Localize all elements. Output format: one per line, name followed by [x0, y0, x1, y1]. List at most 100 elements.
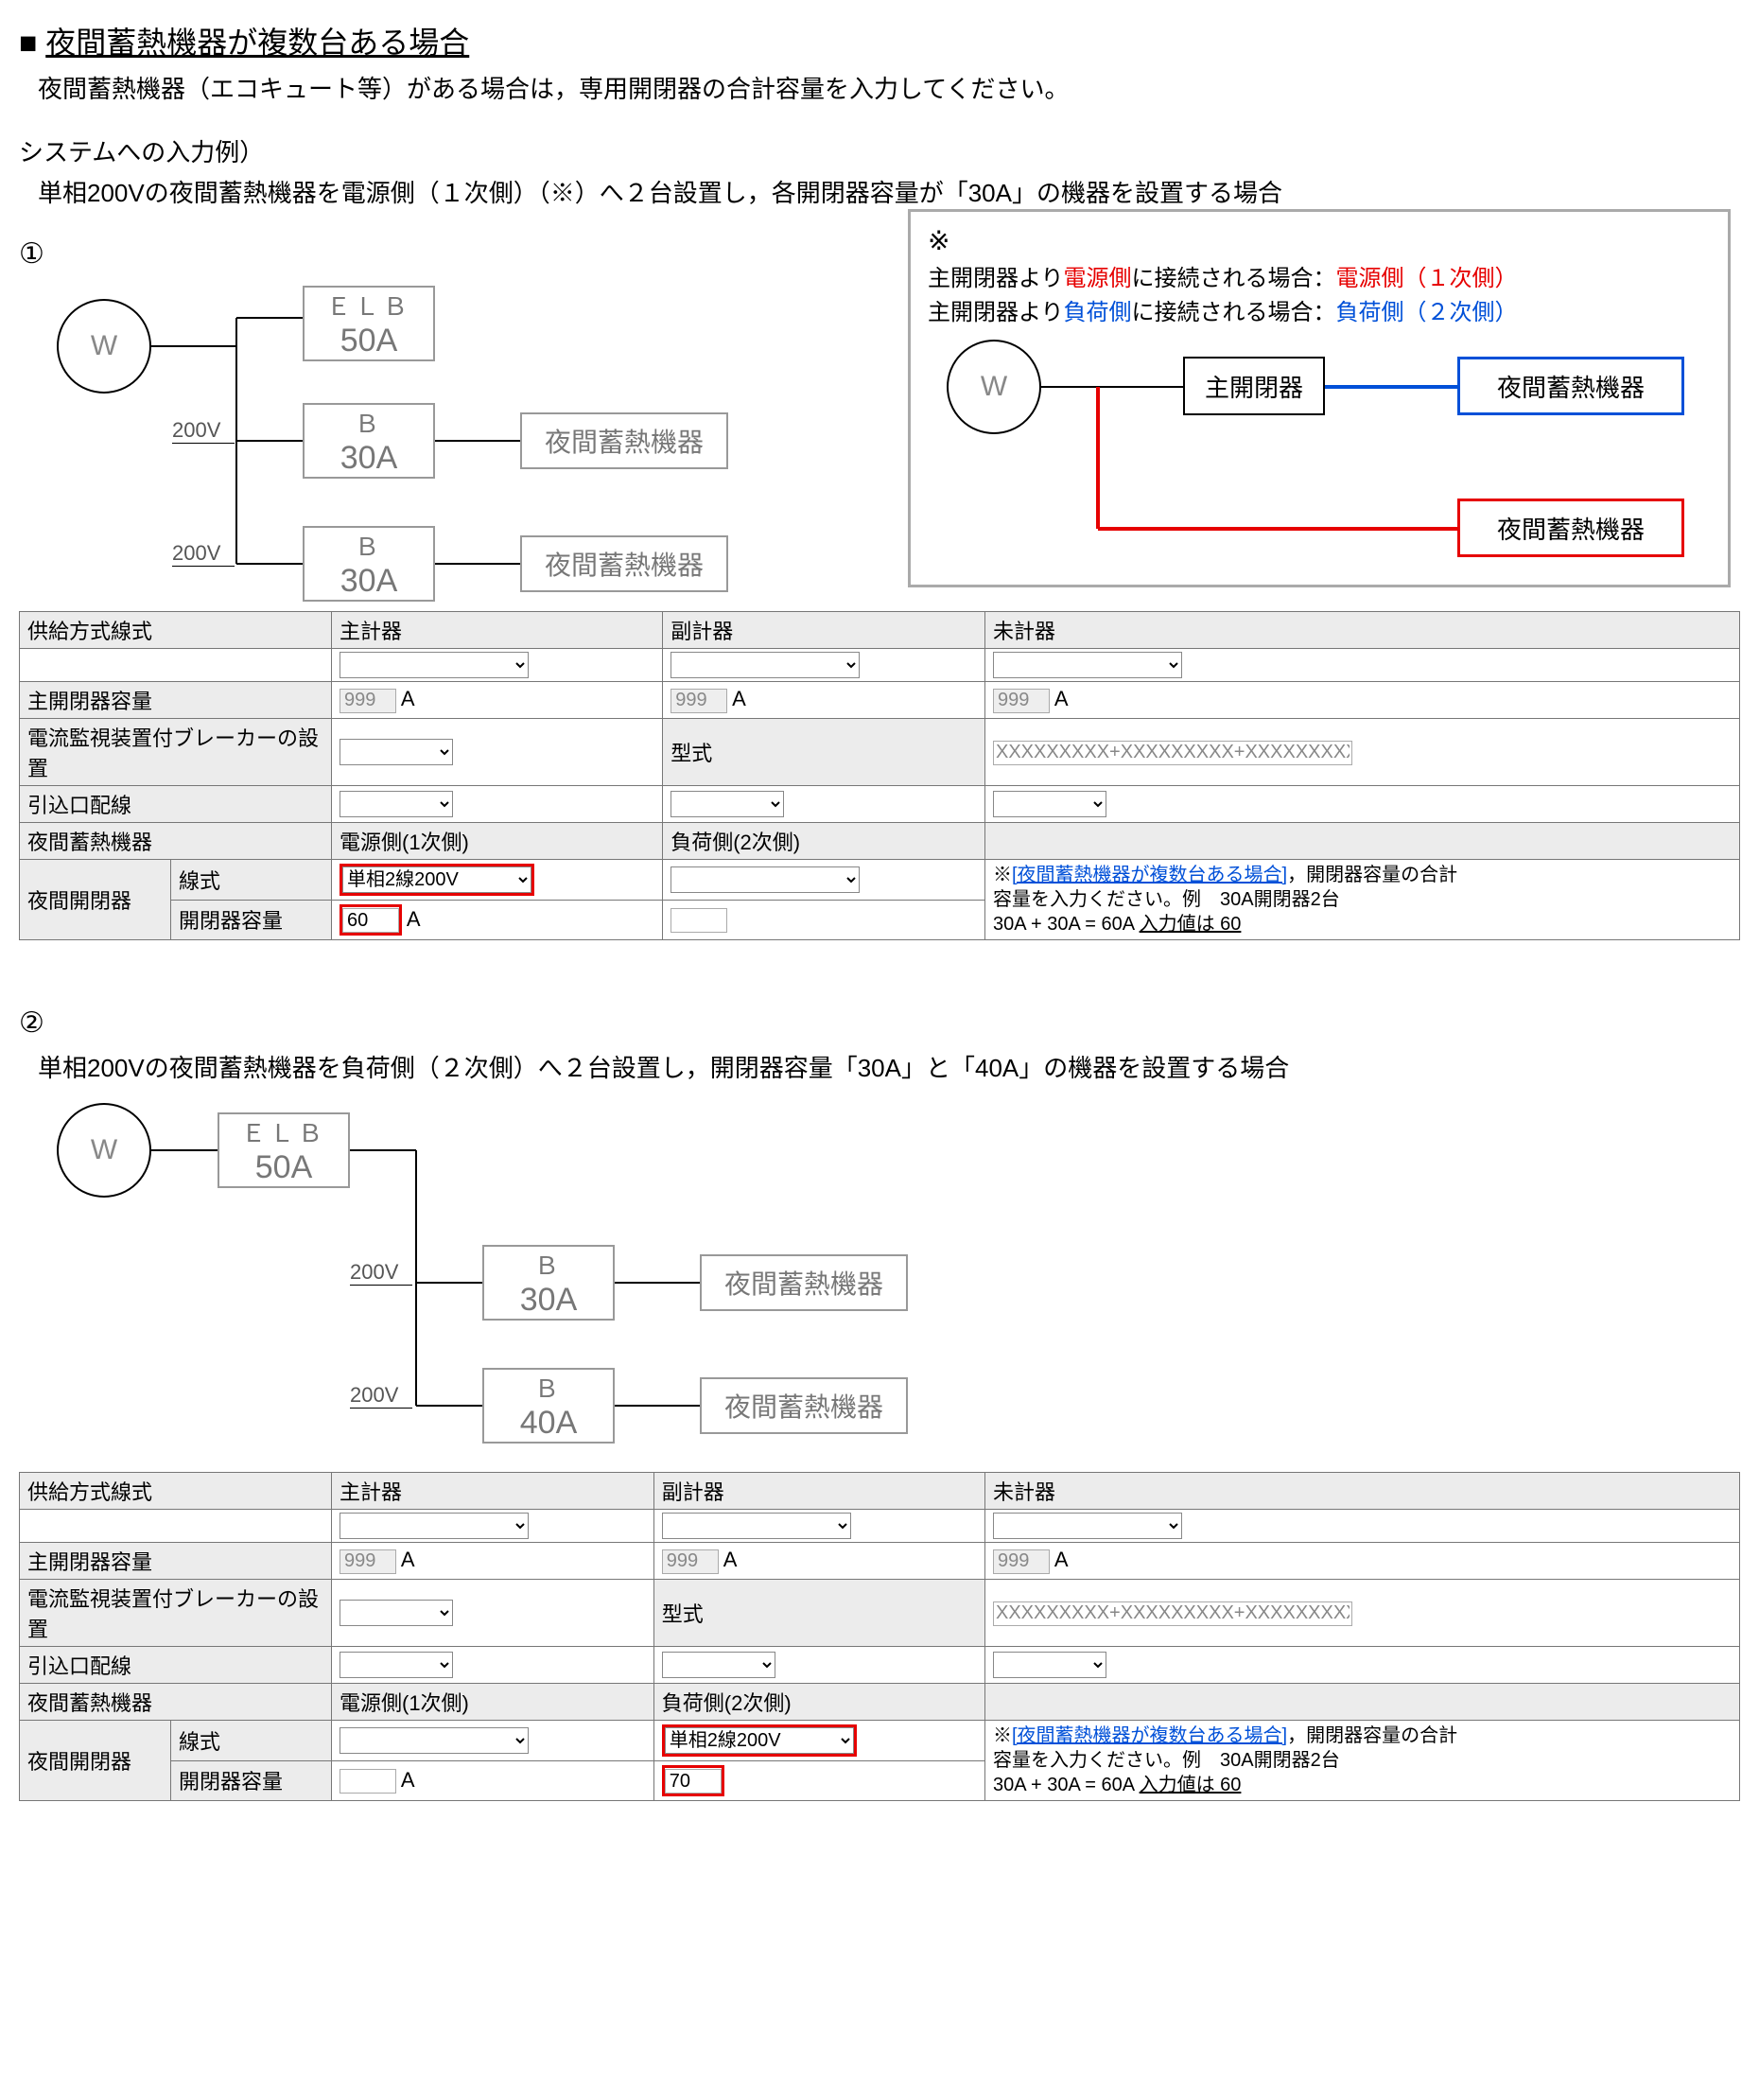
t1-breaker-monitor-select[interactable]: [340, 739, 453, 765]
legend-storage-red: 夜間蓄熱機器: [1457, 499, 1684, 557]
example1-description: 単相200Vの夜間蓄熱機器を電源側（１次側）（※）へ２台設置し，各開閉器容量が「…: [38, 174, 1740, 209]
t1-note3: 容量を入力ください。例 30A開閉器2台: [993, 889, 1340, 910]
t2-cap-sub-unit: A: [723, 1548, 738, 1571]
t2-cap-none-unit: A: [1054, 1548, 1069, 1571]
legend-mini-diagram: W 主開閉器 夜間蓄熱機器 夜間蓄熱機器: [928, 340, 1711, 586]
d2-storage-1: 夜間蓄熱機器: [700, 1254, 908, 1311]
t2-note-link[interactable]: [夜間蓄熱機器が複数台ある場合]: [1012, 1725, 1287, 1746]
legend-2a: 主開閉器より: [928, 300, 1064, 325]
legend-2d: 負荷側（２次側）: [1336, 300, 1518, 325]
example2-description: 単相200Vの夜間蓄熱機器を負荷側（２次側）へ２台設置し，開閉器容量「30A」と…: [38, 1049, 1740, 1084]
t2-inlet3-select[interactable]: [993, 1652, 1106, 1678]
t2-r1c3: 未計器: [984, 1473, 1739, 1510]
t1-wire-select-primary[interactable]: 単相2線200V: [342, 866, 531, 893]
title-square: ■: [19, 26, 37, 61]
t1-none-meter-select[interactable]: [993, 652, 1182, 678]
t2-inlet2-select[interactable]: [662, 1652, 775, 1678]
breaker-box-1: Ｂ 30A: [303, 403, 435, 479]
breaker2-label: Ｂ: [355, 528, 383, 563]
t2-note4: 30A + 30A = 60A: [993, 1775, 1140, 1795]
t2-wire-select-secondary[interactable]: 単相2線200V: [665, 1727, 854, 1754]
d2-voltage-1: 200V: [350, 1260, 412, 1286]
t1-main-meter-select[interactable]: [340, 652, 529, 678]
t2-r6b: 開閉器容量: [171, 1760, 332, 1800]
form-table-2: 供給方式線式 主計器 副計器 未計器 主開閉器容量 A A A 電流監視装置付ブ…: [19, 1472, 1740, 1801]
d2-breaker-1: Ｂ 30A: [482, 1245, 615, 1321]
t1-note1: ※: [993, 865, 1012, 885]
legend-2b: 負荷側: [1064, 300, 1132, 325]
t1-r6a: 線式: [171, 860, 332, 901]
t2-r1c1: 主計器: [332, 1473, 654, 1510]
t1-cap-primary-input[interactable]: [342, 908, 399, 933]
legend-1d: 電源側（１次側）: [1336, 266, 1518, 291]
t2-cap-main[interactable]: [340, 1549, 396, 1574]
t1-r1c0: 供給方式線式: [20, 612, 332, 649]
t2-cap-main-unit: A: [401, 1548, 415, 1571]
elb-value: 50A: [340, 323, 398, 359]
t2-r1c2: 副計器: [653, 1473, 984, 1510]
t1-sub-meter-select[interactable]: [671, 652, 860, 678]
t2-wire-select-primary[interactable]: [340, 1727, 529, 1754]
t1-note2: ，開閉器容量の合計: [1287, 865, 1457, 885]
t1-r1c3: 未計器: [984, 612, 1739, 649]
t2-cap-primary-input[interactable]: [340, 1769, 396, 1794]
t1-wire-select-secondary[interactable]: [671, 866, 860, 893]
t1-r1c2: 副計器: [663, 612, 985, 649]
t1-r5c2: 負荷側(2次側): [663, 823, 985, 860]
t1-model-input[interactable]: [993, 741, 1352, 765]
storage-box-1: 夜間蓄熱機器: [520, 412, 728, 469]
t1-note-cell: ※[夜間蓄熱機器が複数台ある場合]，開閉器容量の合計 容量を入力ください。例 3…: [984, 860, 1739, 940]
d2-elb-box: ＥＬＢ 50A: [218, 1112, 350, 1188]
t1-r6b: 開閉器容量: [171, 900, 332, 939]
t1-note5: 入力値は 60: [1140, 914, 1242, 935]
t1-r5c0: 夜間蓄熱機器: [20, 823, 332, 860]
t1-cap-sub-unit: A: [732, 687, 746, 710]
t2-cap-secondary-input[interactable]: [665, 1769, 722, 1794]
t2-cap-none[interactable]: [993, 1549, 1050, 1574]
t1-cap-none-unit: A: [1054, 687, 1069, 710]
t2-none-meter-select[interactable]: [993, 1513, 1182, 1539]
t1-inlet2-select[interactable]: [671, 791, 784, 817]
elb-box: ＥＬＢ 50A: [303, 286, 435, 361]
d2-elb-value: 50A: [255, 1149, 313, 1186]
t1-cap-none[interactable]: [993, 689, 1050, 713]
legend-meter-w-icon: W: [947, 340, 1041, 434]
title-text: 夜間蓄熱機器が複数台ある場合: [45, 26, 469, 60]
t1-cap-main[interactable]: [340, 689, 396, 713]
t2-breaker-monitor-select[interactable]: [340, 1600, 453, 1626]
t1-inlet1-select[interactable]: [340, 791, 453, 817]
form-table-1: 供給方式線式 主計器 副計器 未計器 主開閉器容量 A A A 電流監視装置付ブ…: [19, 611, 1740, 940]
d2-breaker1-label: Ｂ: [534, 1247, 563, 1282]
t2-model-input[interactable]: [993, 1601, 1352, 1626]
legend-1b: 電源側: [1064, 266, 1132, 291]
t1-note-link[interactable]: [夜間蓄熱機器が複数台ある場合]: [1012, 865, 1287, 885]
t2-cap-primary-unit: A: [401, 1768, 415, 1792]
t2-cap-sub[interactable]: [662, 1549, 719, 1574]
t1-r1c1: 主計器: [332, 612, 663, 649]
meter-w-icon: W: [57, 299, 151, 394]
legend-line1: 主開閉器より電源側に接続される場合：電源側（１次側）: [928, 262, 1711, 296]
t2-r5c0: 夜間蓄熱機器: [20, 1684, 332, 1721]
page-description: 夜間蓄熱機器（エコキュート等）がある場合は，専用開閉器の合計容量を入力してくださ…: [38, 70, 1740, 105]
legend-box: ※ 主開閉器より電源側に接続される場合：電源側（１次側） 主開閉器より負荷側に接…: [908, 209, 1731, 587]
t2-note-cell: ※[夜間蓄熱機器が複数台ある場合]，開閉器容量の合計 容量を入力ください。例 3…: [984, 1721, 1739, 1801]
d2-breaker2-value: 40A: [520, 1405, 578, 1442]
t2-sub-meter-select[interactable]: [662, 1513, 851, 1539]
page-title: ■ 夜間蓄熱機器が複数台ある場合: [19, 19, 1740, 62]
voltage-label-1: 200V: [172, 418, 235, 444]
t1-cap-sub[interactable]: [671, 689, 727, 713]
t2-r4c0: 引込口配線: [20, 1647, 332, 1684]
t2-r5c1: 電源側(1次側): [332, 1684, 654, 1721]
t1-r5c1: 電源側(1次側): [332, 823, 663, 860]
t2-note5: 入力値は 60: [1140, 1775, 1242, 1795]
voltage-label-2: 200V: [172, 541, 235, 567]
t2-main-meter-select[interactable]: [340, 1513, 529, 1539]
t1-inlet3-select[interactable]: [993, 791, 1106, 817]
t2-inlet1-select[interactable]: [340, 1652, 453, 1678]
t2-r2c0: 主開閉器容量: [20, 1543, 332, 1580]
d2-breaker1-value: 30A: [520, 1282, 578, 1319]
legend-main-breaker: 主開閉器: [1183, 357, 1325, 415]
t1-cap-secondary-input[interactable]: [671, 908, 727, 933]
t1-r6c0: 夜間開閉器: [20, 860, 171, 940]
t1-note4: 30A + 30A = 60A: [993, 914, 1140, 935]
